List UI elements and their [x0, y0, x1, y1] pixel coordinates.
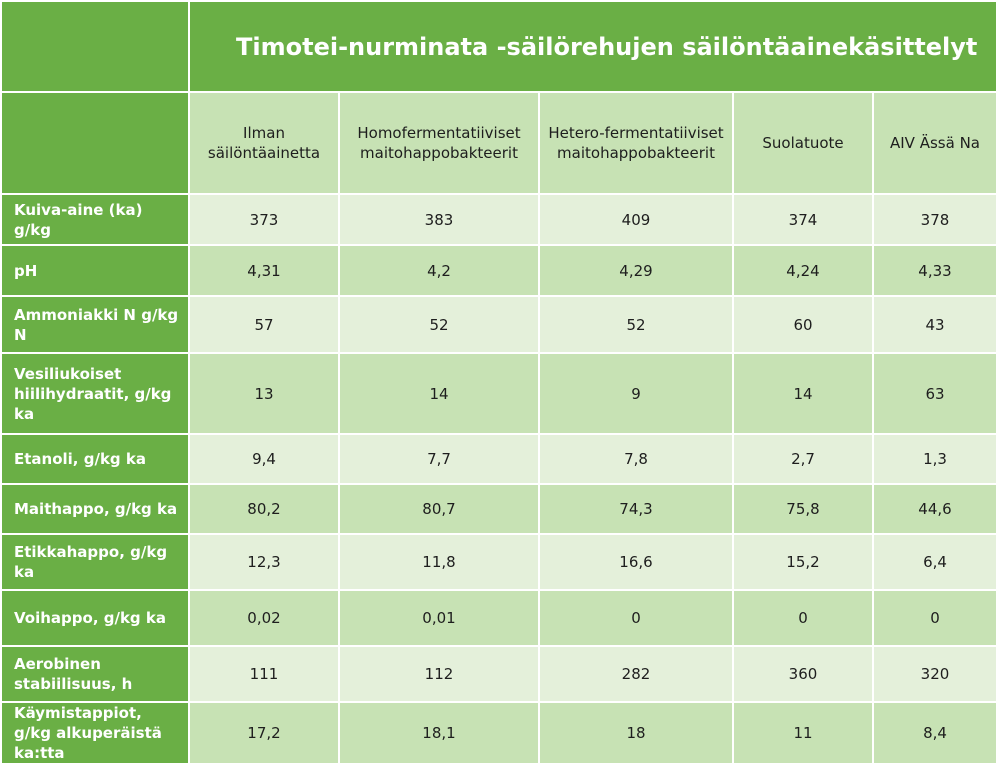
table-cell: 111	[188, 645, 340, 703]
table-cell: 80,2	[188, 483, 340, 535]
corner-cell	[0, 0, 190, 93]
table-cell: 0,01	[338, 589, 540, 647]
table-row: Aerobinen stabiilisuus, h 111 112 282 360 320	[0, 645, 996, 703]
table-row: Käymistappiot, g/kg alkuperäistä ka:tta 1…	[0, 701, 996, 765]
table-cell: 60	[732, 295, 874, 354]
row-label: Maithappo, g/kg ka	[0, 483, 190, 535]
column-header-homofermentative: Homofermentatiiviset maitohappobakteerit	[338, 91, 540, 195]
table-cell: 16,6	[538, 533, 734, 591]
table-cell: 0	[732, 589, 874, 647]
table-cell: 18,1	[338, 701, 540, 765]
table-cell: 18	[538, 701, 734, 765]
table-cell: 378	[872, 193, 996, 246]
table-row: Maithappo, g/kg ka 80,2 80,7 74,3 75,8 44,6	[0, 483, 996, 535]
column-header-aiv-assa-na: AIV Ässä Na	[872, 91, 996, 195]
table-cell: 374	[732, 193, 874, 246]
table-cell: 320	[872, 645, 996, 703]
table-row: Kuiva-aine (ka) g/kg 373 383 409 374 378	[0, 193, 996, 246]
table-cell: 1,3	[872, 433, 996, 485]
table-cell: 0	[538, 589, 734, 647]
table-cell: 4,29	[538, 244, 734, 297]
table-body: Kuiva-aine (ka) g/kg 373 383 409 374 378 pH 4,3…	[0, 193, 996, 765]
table-cell: 63	[872, 352, 996, 435]
row-label: Ammoniakki N g/kg N	[0, 295, 190, 354]
table-cell: 11,8	[338, 533, 540, 591]
row-label: Kuiva-aine (ka) g/kg	[0, 193, 190, 246]
table-cell: 52	[538, 295, 734, 354]
table-cell: 52	[338, 295, 540, 354]
table-cell: 2,7	[732, 433, 874, 485]
column-header-heterofermentative: Hetero-fermentatiiviset maitohappobaktee…	[538, 91, 734, 195]
table-cell: 12,3	[188, 533, 340, 591]
title-row: Timotei-nurminata -säilörehujen säilöntä…	[0, 0, 996, 93]
table-cell: 383	[338, 193, 540, 246]
table-cell: 4,2	[338, 244, 540, 297]
table-cell: 14	[732, 352, 874, 435]
table-cell: 282	[538, 645, 734, 703]
table-cell: 75,8	[732, 483, 874, 535]
table-cell: 8,4	[872, 701, 996, 765]
table-cell: 7,7	[338, 433, 540, 485]
row-label: Voihappo, g/kg ka	[0, 589, 190, 647]
table-cell: 11	[732, 701, 874, 765]
table-cell: 6,4	[872, 533, 996, 591]
table-cell: 80,7	[338, 483, 540, 535]
table-cell: 14	[338, 352, 540, 435]
table-row: Voihappo, g/kg ka 0,02 0,01 0 0 0	[0, 589, 996, 647]
column-header-salt-product: Suolatuote	[732, 91, 874, 195]
table-cell: 0	[872, 589, 996, 647]
table-cell: 44,6	[872, 483, 996, 535]
table-cell: 9,4	[188, 433, 340, 485]
row-label: Aerobinen stabiilisuus, h	[0, 645, 190, 703]
table-cell: 112	[338, 645, 540, 703]
column-header-no-additive: Ilman säilöntäainetta	[188, 91, 340, 195]
table-cell: 57	[188, 295, 340, 354]
row-label: Vesiliukoiset hiilihydraatit, g/kg ka	[0, 352, 190, 435]
table-row: Ammoniakki N g/kg N 57 52 52 60 43	[0, 295, 996, 354]
table-cell: 409	[538, 193, 734, 246]
table-cell: 15,2	[732, 533, 874, 591]
table-cell: 360	[732, 645, 874, 703]
table-title: Timotei-nurminata -säilörehujen säilöntä…	[188, 0, 996, 93]
row-header-corner	[0, 91, 190, 195]
table-row: Vesiliukoiset hiilihydraatit, g/kg ka 13 1…	[0, 352, 996, 435]
table-cell: 4,24	[732, 244, 874, 297]
table-row: Etikkahappo, g/kg ka 12,3 11,8 16,6 15,2 6,4	[0, 533, 996, 591]
row-label: Etanoli, g/kg ka	[0, 433, 190, 485]
table-cell: 4,33	[872, 244, 996, 297]
table-cell: 13	[188, 352, 340, 435]
table-cell: 74,3	[538, 483, 734, 535]
table-cell: 17,2	[188, 701, 340, 765]
table-cell: 7,8	[538, 433, 734, 485]
table-cell: 4,31	[188, 244, 340, 297]
column-header-row: Ilman säilöntäainetta Homofermentatiivis…	[0, 91, 996, 195]
row-label: pH	[0, 244, 190, 297]
table-row: pH 4,31 4,2 4,29 4,24 4,33	[0, 244, 996, 297]
row-label: Käymistappiot, g/kg alkuperäistä ka:tta	[0, 701, 190, 765]
table-cell: 9	[538, 352, 734, 435]
table-cell: 373	[188, 193, 340, 246]
table-cell: 43	[872, 295, 996, 354]
table-cell: 0,02	[188, 589, 340, 647]
row-label: Etikkahappo, g/kg ka	[0, 533, 190, 591]
table-row: Etanoli, g/kg ka 9,4 7,7 7,8 2,7 1,3	[0, 433, 996, 485]
